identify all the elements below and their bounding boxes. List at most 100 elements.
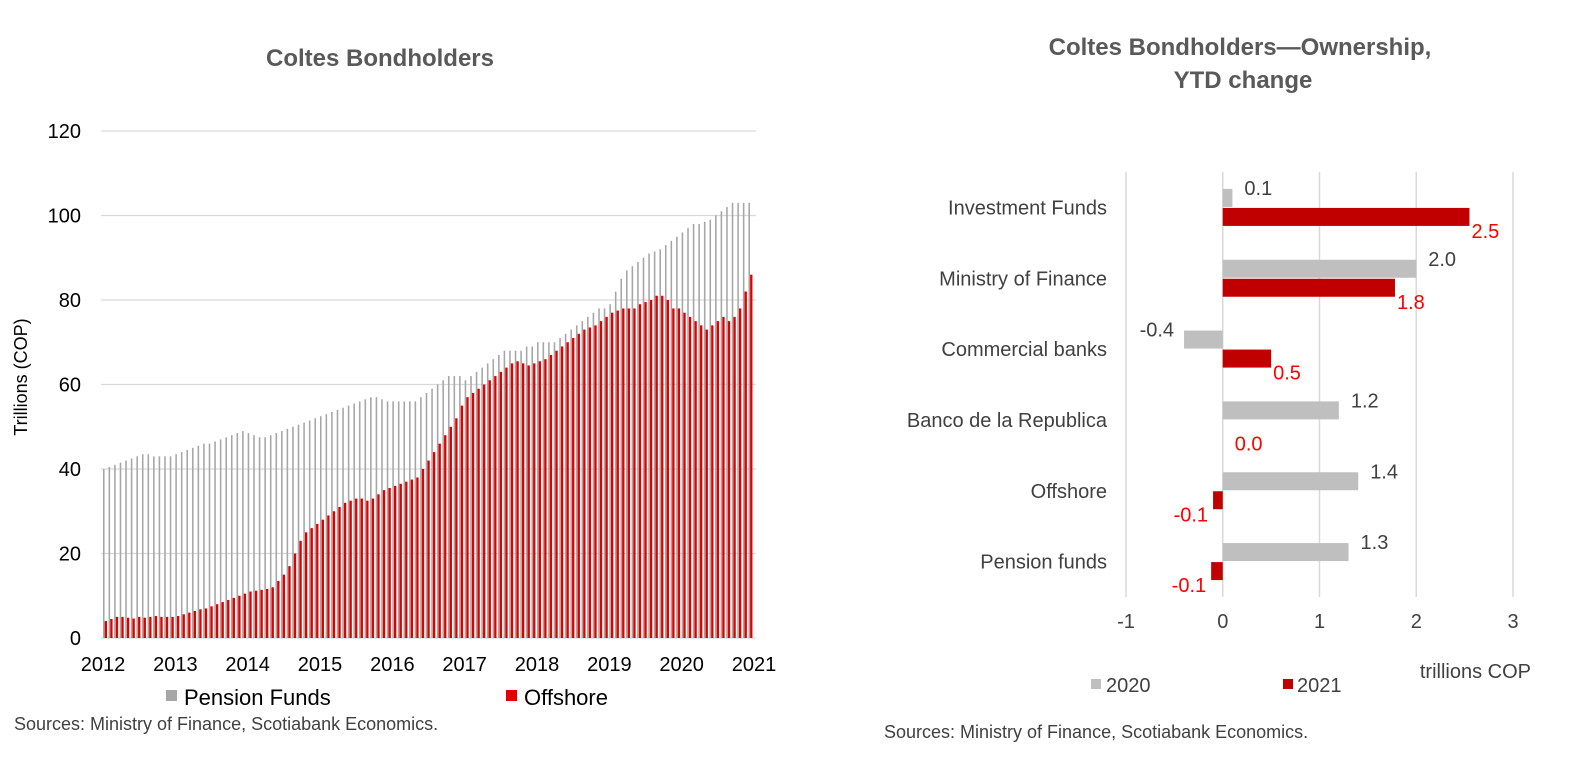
bar-pension-funds bbox=[286, 428, 289, 638]
bar-offshore bbox=[204, 608, 208, 638]
bar-pension-funds bbox=[481, 367, 483, 638]
bar-pension-funds bbox=[253, 435, 255, 638]
bar-offshore bbox=[483, 384, 486, 638]
bar-offshore bbox=[599, 321, 603, 638]
bars: 0.1 2.5 2.01.8 -0.4 0.5 1.2 0.0 1.4 -0.1 1.3 -0.1 bbox=[1140, 178, 1500, 597]
bar-offshore bbox=[577, 333, 580, 638]
bar-pension-funds bbox=[242, 430, 244, 638]
x-tick-label: 0 bbox=[1217, 611, 1228, 633]
bar-pension-funds bbox=[397, 401, 400, 638]
bar-offshore bbox=[227, 599, 230, 638]
bar-offshore bbox=[638, 304, 642, 638]
bar-pension-funds bbox=[180, 452, 183, 638]
bar-pension-funds bbox=[297, 424, 300, 638]
bar-pension-funds bbox=[114, 464, 116, 638]
bar-pension-funds bbox=[614, 291, 617, 638]
bar-offshore bbox=[371, 498, 375, 638]
legend: Pension Funds Offshore bbox=[166, 685, 608, 710]
bar-offshore bbox=[410, 479, 414, 638]
y-tick-label: 40 bbox=[59, 459, 81, 481]
bar-pension-funds bbox=[537, 342, 539, 638]
bar-pension-funds bbox=[158, 456, 161, 638]
x-tick-labels: 2012 2013 2014 2015 2016 2017 2018 2019 2020 2021 bbox=[81, 654, 777, 676]
bar-offshore bbox=[455, 418, 458, 638]
bar-pension-funds bbox=[292, 426, 294, 638]
category-label: Pension funds bbox=[980, 552, 1107, 574]
bar-pension-funds bbox=[347, 405, 350, 638]
bar-pension-funds bbox=[230, 435, 233, 638]
bar-offshore bbox=[405, 481, 408, 638]
data-label-2020: 0.1 bbox=[1244, 178, 1272, 200]
bar-pension-funds bbox=[336, 409, 339, 638]
x-tick-label: 2016 bbox=[370, 654, 415, 676]
data-label-2020: -0.4 bbox=[1140, 320, 1174, 342]
bar-pension-funds bbox=[492, 359, 495, 638]
bar-offshore bbox=[210, 606, 213, 638]
bar-offshore bbox=[733, 316, 736, 638]
bar-offshore bbox=[588, 327, 592, 638]
bar-offshore bbox=[221, 602, 224, 638]
bar-pension-funds bbox=[570, 329, 572, 638]
bar-offshore bbox=[716, 321, 720, 638]
bar-pension-funds bbox=[642, 257, 645, 638]
bar-pension-funds bbox=[503, 350, 506, 638]
bar-offshore bbox=[338, 507, 341, 638]
bar-offshore bbox=[661, 295, 664, 638]
bar-pension-funds bbox=[125, 460, 127, 638]
bar-pension-funds bbox=[609, 304, 611, 638]
bar-pension-funds bbox=[653, 251, 656, 638]
bar-pension-funds bbox=[703, 221, 706, 638]
bar-pension-funds bbox=[103, 469, 105, 638]
bar-offshore bbox=[138, 616, 141, 638]
category-labels: Investment Funds Ministry of Finance Comme… bbox=[907, 197, 1108, 573]
bar-pension-funds bbox=[648, 253, 650, 638]
bar-pension-funds bbox=[130, 458, 133, 638]
bar-offshore bbox=[121, 616, 124, 638]
bar-pension-funds bbox=[247, 433, 250, 638]
x-tick-label: 2018 bbox=[515, 654, 560, 676]
x-tick-label: 2020 bbox=[659, 654, 704, 676]
chart-title: Coltes Bondholders bbox=[266, 45, 494, 72]
bar-2020 bbox=[1222, 188, 1233, 207]
bar-pension-funds bbox=[698, 223, 700, 638]
x-tick-labels: -1 0 1 2 3 bbox=[1117, 611, 1518, 633]
bar-pension-funds bbox=[420, 397, 422, 638]
bar-pension-funds bbox=[715, 215, 717, 638]
bar-offshore bbox=[366, 500, 369, 638]
legend: 2020 2021 bbox=[1091, 675, 1342, 697]
bar-pension-funds bbox=[637, 261, 639, 638]
bar-offshore bbox=[494, 376, 497, 638]
bar-pension-funds bbox=[281, 430, 283, 638]
bar-pension-funds bbox=[325, 414, 328, 638]
bar-offshore bbox=[421, 469, 425, 638]
bar-offshore bbox=[215, 604, 219, 638]
bar-offshore bbox=[394, 485, 397, 638]
bar-offshore bbox=[488, 380, 491, 638]
bar-offshore bbox=[527, 365, 530, 638]
source-note: Sources: Ministry of Finance, Scotiabank… bbox=[884, 722, 1309, 742]
y-tick-label: 120 bbox=[48, 121, 81, 143]
bar-pension-funds bbox=[442, 380, 444, 638]
bar-offshore bbox=[177, 616, 180, 638]
y-tick-label: 0 bbox=[70, 628, 81, 650]
bar-offshore bbox=[232, 597, 235, 638]
bar-pension-funds bbox=[709, 219, 712, 638]
bar-offshore bbox=[382, 490, 386, 638]
x-tick-label: 2015 bbox=[298, 654, 343, 676]
bar-pension-funds bbox=[331, 411, 333, 638]
bar-offshore bbox=[655, 295, 658, 638]
bar-pension-funds bbox=[386, 401, 389, 638]
bar-offshore bbox=[299, 540, 302, 638]
bar-pension-funds bbox=[659, 249, 661, 639]
bar-pension-funds bbox=[559, 338, 561, 638]
bar-offshore bbox=[505, 367, 508, 638]
bar-offshore bbox=[254, 590, 258, 638]
bar-offshore bbox=[449, 426, 452, 638]
bar-pension-funds bbox=[303, 422, 305, 638]
bar-offshore bbox=[572, 338, 575, 638]
bar-pension-funds bbox=[308, 420, 311, 638]
bar-2020 bbox=[1222, 543, 1349, 562]
bar-offshore bbox=[738, 308, 742, 638]
y-tick-label: 60 bbox=[59, 375, 81, 397]
bar-offshore bbox=[477, 388, 480, 638]
